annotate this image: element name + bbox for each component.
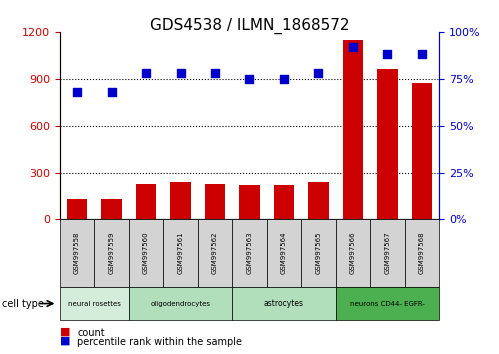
Text: GSM997558: GSM997558 bbox=[74, 232, 80, 274]
Bar bbox=[101, 199, 122, 219]
Text: percentile rank within the sample: percentile rank within the sample bbox=[77, 337, 243, 347]
Text: GSM997559: GSM997559 bbox=[109, 232, 115, 274]
Point bbox=[383, 52, 391, 57]
Text: GSM997567: GSM997567 bbox=[384, 232, 390, 274]
Text: oligodendrocytes: oligodendrocytes bbox=[151, 301, 211, 307]
Bar bbox=[308, 182, 329, 219]
Point bbox=[108, 89, 116, 95]
Bar bbox=[239, 185, 260, 219]
Bar bbox=[343, 40, 363, 219]
Point bbox=[418, 52, 426, 57]
Bar bbox=[412, 84, 432, 219]
Text: GSM997562: GSM997562 bbox=[212, 232, 218, 274]
Text: ■: ■ bbox=[60, 335, 70, 346]
Text: neural rosettes: neural rosettes bbox=[68, 301, 121, 307]
Point bbox=[211, 70, 219, 76]
Point bbox=[314, 70, 322, 76]
Point bbox=[142, 70, 150, 76]
Bar bbox=[273, 185, 294, 219]
Text: GSM997561: GSM997561 bbox=[178, 232, 184, 274]
Bar bbox=[67, 199, 87, 219]
Text: astrocytes: astrocytes bbox=[264, 299, 304, 308]
Point bbox=[73, 89, 81, 95]
Text: GSM997566: GSM997566 bbox=[350, 232, 356, 274]
Text: GSM997568: GSM997568 bbox=[419, 232, 425, 274]
Point bbox=[177, 70, 185, 76]
Bar bbox=[377, 69, 398, 219]
Text: GDS4538 / ILMN_1868572: GDS4538 / ILMN_1868572 bbox=[150, 18, 349, 34]
Text: ■: ■ bbox=[60, 326, 70, 337]
Point bbox=[349, 44, 357, 50]
Text: GSM997565: GSM997565 bbox=[315, 232, 321, 274]
Text: neurons CD44- EGFR-: neurons CD44- EGFR- bbox=[350, 301, 425, 307]
Text: GSM997563: GSM997563 bbox=[247, 232, 252, 274]
Text: count: count bbox=[77, 328, 105, 338]
Bar bbox=[136, 183, 156, 219]
Bar bbox=[170, 182, 191, 219]
Text: GSM997560: GSM997560 bbox=[143, 232, 149, 274]
Text: GSM997564: GSM997564 bbox=[281, 232, 287, 274]
Point bbox=[246, 76, 253, 81]
Text: cell type: cell type bbox=[2, 298, 44, 309]
Point bbox=[280, 76, 288, 81]
Bar bbox=[205, 183, 226, 219]
